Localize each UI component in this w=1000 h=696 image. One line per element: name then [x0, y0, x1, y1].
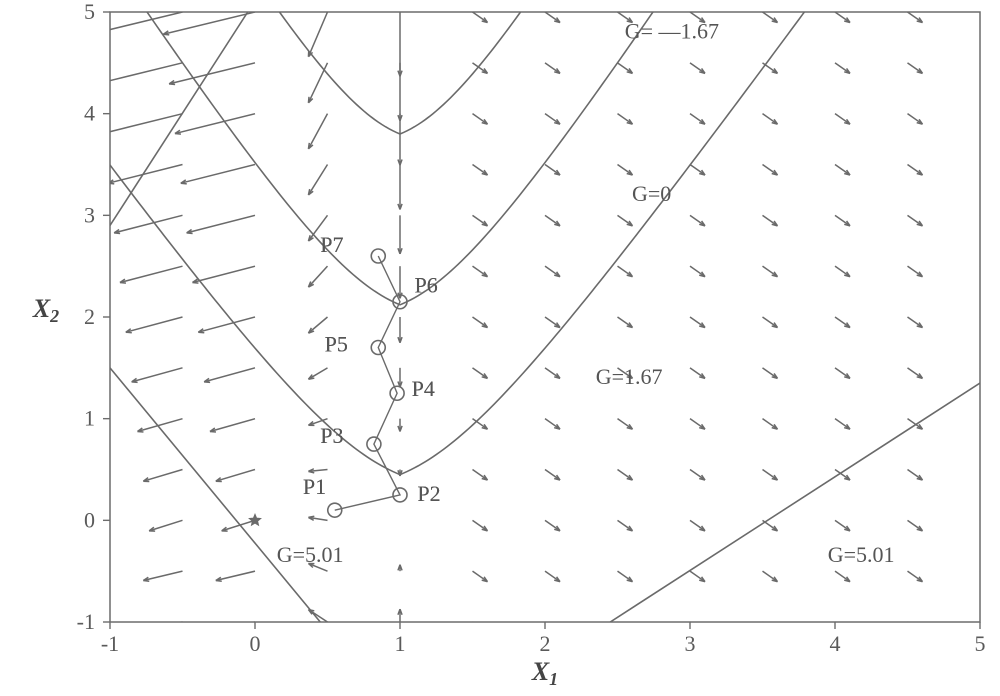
- xtick-label: 1: [395, 631, 406, 656]
- trajectory: [335, 256, 400, 510]
- chart-svg: -1012345-1012345X1X2P1P2P3P4P5P6P7P1P2P3…: [0, 0, 1000, 696]
- x-axis-label: X1: [531, 657, 558, 689]
- origin-star: [249, 514, 260, 525]
- contour-label: G=1.67: [596, 364, 663, 389]
- point-label: P6: [415, 273, 438, 298]
- chart-root: { "canvas": {"w":1000,"h":696}, "plot": …: [0, 0, 1000, 696]
- ytick-label: 4: [84, 101, 95, 126]
- point-label: P4: [412, 376, 435, 401]
- xtick-label: -1: [101, 631, 119, 656]
- xtick-label: 3: [685, 631, 696, 656]
- ytick-label: 0: [84, 507, 95, 532]
- point-label: P1: [303, 474, 326, 499]
- contour-label: G=5.01: [277, 542, 344, 567]
- contour-label: G=0: [632, 181, 671, 206]
- xtick-label: 2: [540, 631, 551, 656]
- contours: [110, 0, 980, 622]
- ytick-label: 1: [84, 406, 95, 431]
- xtick-label: 5: [975, 631, 986, 656]
- ytick-label: 2: [84, 304, 95, 329]
- ytick-label: 5: [84, 0, 95, 24]
- contour-label: G=5.01: [828, 542, 895, 567]
- ytick-label: 3: [84, 202, 95, 227]
- xtick-label: 4: [830, 631, 841, 656]
- point-label: P7: [320, 232, 343, 257]
- xtick-label: 0: [250, 631, 261, 656]
- ytick-label: -1: [77, 609, 95, 634]
- point-label: P5: [325, 331, 348, 356]
- contour-label: G= —1.67: [625, 18, 719, 43]
- point-label: P3: [320, 423, 343, 448]
- y-axis-label: X2: [32, 294, 59, 326]
- point-label: P2: [417, 481, 440, 506]
